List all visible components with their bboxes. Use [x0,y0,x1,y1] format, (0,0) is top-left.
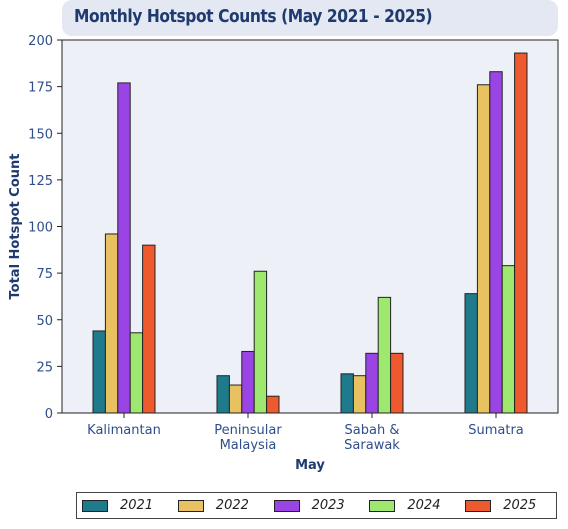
y-tick-label: 50 [36,314,53,329]
legend-item-2024: 2024 [369,493,440,518]
y-tick-label: 150 [28,127,53,142]
bar-2023-2 [365,352,379,414]
legend-label: 2024 [407,498,441,513]
y-tick-label: 0 [45,407,53,422]
bar-2025-0 [142,244,156,414]
bar-2023-3 [489,71,503,414]
y-tick-label: 100 [28,221,53,236]
bar-2024-1 [253,270,268,414]
bar-2021-1 [216,375,230,414]
bar-2021-0 [92,330,106,414]
x-tick-label: Sumatra [468,423,524,438]
bar-2021-3 [464,293,478,414]
bar-2022-0 [104,233,119,414]
bar-2025-1 [266,395,280,414]
bar-2022-3 [476,84,491,414]
legend-label: 2023 [311,498,345,513]
chart-title: Monthly Hotspot Counts (May 2021 - 2025) [74,6,433,27]
x-tick-label: Sabah & Sarawak [344,423,400,453]
legend-swatch [465,499,492,512]
bar-2024-2 [377,296,392,414]
bar-2021-2 [340,373,354,414]
y-tick-label: 175 [28,81,53,96]
x-tick-label: Peninsular Malaysia [214,423,282,453]
legend-swatch [82,499,108,512]
y-axis-title: Total Hotspot Count [8,154,23,300]
legend-item-2021: 2021 [82,493,153,518]
x-tick-label: Kalimantan [87,423,161,438]
y-tick-label: 200 [28,34,53,49]
bar-2023-0 [117,82,131,414]
legend-swatch [273,499,300,512]
y-tick-label: 125 [28,174,53,189]
legend: 2021 2022 2023 2024 2025 [76,492,557,519]
bar-2025-3 [514,52,528,414]
bar-2022-1 [228,384,243,414]
bar-2024-0 [129,332,144,414]
x-axis-title: May [295,458,325,473]
y-tick-label: 75 [36,267,53,282]
chart-title-box: Monthly Hotspot Counts (May 2021 - 2025) [62,0,558,36]
legend-item-2022: 2022 [177,493,249,518]
legend-label: 2025 [503,498,537,513]
bar-2023-1 [241,350,255,414]
bar-2022-2 [352,375,367,414]
legend-swatch [369,499,396,512]
bar-2024-3 [501,265,516,414]
y-tick-label: 25 [36,360,53,375]
legend-label: 2022 [215,498,249,513]
legend-label: 2021 [120,498,154,513]
legend-item-2025: 2025 [465,493,536,518]
bar-2025-2 [390,352,404,414]
legend-swatch [177,499,204,512]
legend-item-2023: 2023 [273,493,345,518]
